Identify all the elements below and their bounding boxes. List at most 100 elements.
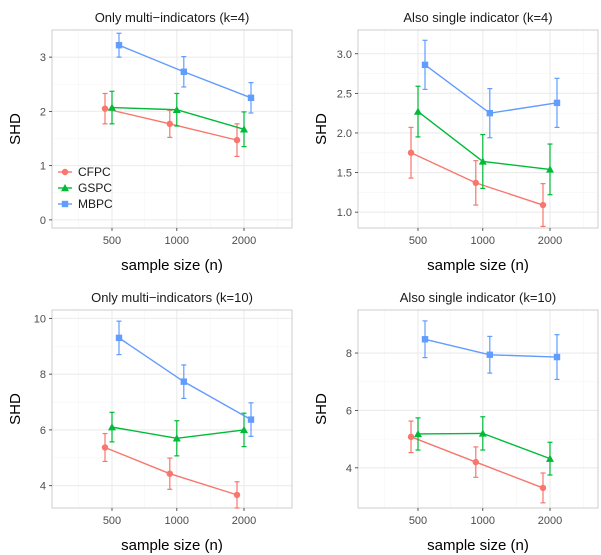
y-tick-label: 3 [40,52,46,64]
series-cfpc [407,126,547,228]
data-point [553,99,561,107]
x-tick-label: 1000 [471,235,495,247]
panel-border [357,309,599,509]
y-tick-label: 4 [40,481,46,493]
y-tick-label: 1 [40,161,46,173]
panel-title: Also single indicator (k=10) [400,290,556,305]
panel-background [52,310,292,508]
series-mbpc [421,39,561,139]
x-tick-label: 500 [409,235,427,247]
legend-key-marker [61,200,69,208]
y-tick-label: 2.0 [337,128,352,140]
series-cfpc [101,432,241,509]
panel-background [358,30,598,228]
data-point [421,61,429,69]
y-axis-label: SHD [7,113,24,145]
data-point [478,157,487,165]
series-cfpc [407,420,547,504]
y-tick-label: 6 [346,405,352,417]
panel-border [51,309,293,509]
data-point [115,41,123,49]
panel-title: Only multi−indicators (k=4) [95,10,250,25]
y-tick-label: 8 [40,369,46,381]
data-point [539,484,547,492]
y-tick-label: 6 [40,425,46,437]
x-axis-label: sample size (n) [121,257,223,274]
legend-label: MBPC [78,197,113,211]
data-point [478,429,487,437]
legend: CFPC GSPC MBPC [58,165,113,211]
data-point [421,336,429,343]
panel-3: 4 6 8 10 500 1000 2000 Only multi−indicators (k… [7,290,293,554]
data-point [101,444,109,451]
x-tick-label: 2000 [538,515,562,527]
data-point [240,425,248,434]
data-point [108,103,116,111]
series-cfpc [101,92,241,157]
y-tick-label: 1.0 [337,207,352,219]
data-point [233,136,241,144]
data-point [546,165,554,173]
legend-item-cfpc: CFPC [58,165,111,179]
y-tick-label: 1.5 [337,168,352,180]
x-tick-label: 2000 [232,515,256,527]
y-tick-label: 3.0 [337,49,352,61]
y-axis-label: SHD [7,393,24,425]
data-point [108,423,116,431]
panel-2: 1.0 1.5 2.0 2.5 3.0 500 1000 2000 Also single in… [313,10,599,274]
data-point [180,378,187,385]
panel-4: 4 6 8 500 1000 2000 Also single indicator (k=1… [313,290,599,554]
x-axis-label: sample size (n) [427,537,529,554]
x-axis-label: sample size (n) [121,537,223,554]
x-tick-label: 2000 [538,235,562,247]
data-point [172,105,181,113]
series-gspc [414,416,554,476]
legend-label: CFPC [78,165,111,179]
y-tick-label: 8 [346,348,352,360]
data-point [166,470,173,477]
y-tick-label: 2 [40,106,46,118]
data-point [472,458,479,466]
data-point [486,109,493,117]
panel-border [51,29,293,229]
data-point [115,334,123,342]
data-point [414,429,422,438]
data-point [247,94,255,102]
x-tick-label: 1000 [165,515,189,527]
series-gspc [108,411,248,457]
x-axis-label: sample size (n) [427,257,529,274]
data-point [247,416,255,423]
panel-title: Only multi−indicators (k=10) [91,290,253,305]
data-point [101,105,109,112]
series-mbpc [115,320,255,437]
data-point [486,351,493,358]
x-tick-label: 2000 [232,235,256,247]
data-point [172,434,181,442]
y-tick-label: 4 [346,463,352,475]
data-point [166,120,173,128]
data-point [407,149,415,156]
panel-background [52,30,292,228]
x-tick-label: 500 [103,515,121,527]
series-gspc [414,85,554,196]
y-axis-label: SHD [313,113,330,145]
data-point [233,491,241,499]
data-point [553,353,561,361]
panel-title: Also single indicator (k=4) [403,10,552,25]
data-point [472,179,479,187]
data-point [539,201,547,209]
legend-label: GSPC [78,181,112,195]
x-tick-label: 1000 [165,235,189,247]
y-axis-label: SHD [313,393,330,425]
legend-item-mbpc: MBPC [58,197,113,211]
x-tick-label: 500 [409,515,427,527]
panel-background [358,310,598,508]
data-point [546,454,554,462]
data-point [414,107,422,115]
series-mbpc [115,32,255,114]
data-point [180,68,187,75]
y-tick-label: 0 [40,215,46,227]
y-tick-label: 2.5 [337,88,352,100]
legend-key-marker [61,184,69,192]
